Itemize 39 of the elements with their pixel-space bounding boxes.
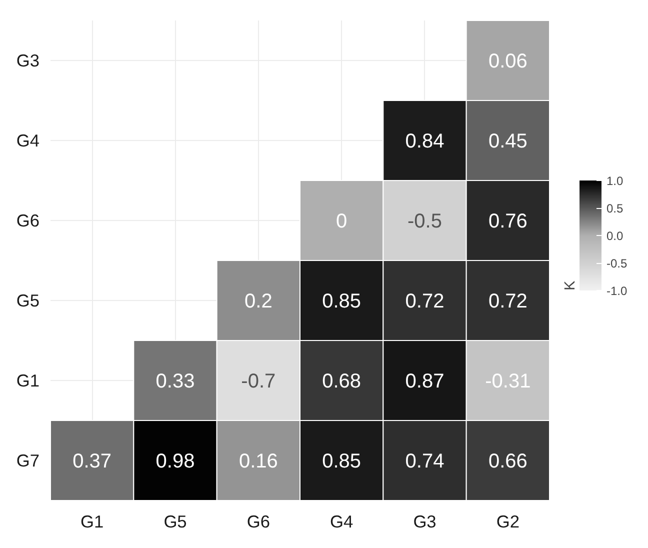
data-label: 0.45	[488, 130, 528, 152]
y-tick-label: G3	[16, 50, 40, 70]
color-bar-title: K	[562, 280, 578, 290]
data-label: 0.98	[156, 450, 195, 472]
data-label: -0.5	[408, 210, 442, 232]
data-label: 0.66	[488, 450, 528, 472]
y-tick-label: G1	[16, 370, 40, 390]
color-bar-label: 0.5	[606, 202, 624, 216]
y-tick-label: G5	[16, 290, 40, 310]
data-label: 0.74	[405, 450, 444, 472]
data-label: 0	[336, 210, 348, 232]
x-tick-label: G5	[164, 512, 187, 532]
data-label: 0.85	[322, 290, 362, 312]
color-bar-label: -0.5	[606, 256, 628, 270]
data-label: 0.06	[488, 50, 528, 72]
x-tick-label: G6	[246, 512, 270, 532]
y-tick-label: G6	[16, 210, 40, 230]
x-tick-label: G4	[330, 512, 354, 532]
data-label: -0.31	[485, 370, 531, 392]
y-tick-label: G7	[16, 450, 40, 470]
x-tick-label: G2	[496, 512, 520, 532]
color-bar-label: 0.0	[606, 229, 624, 243]
data-label: 0.68	[322, 370, 362, 392]
data-label: 0.72	[405, 290, 444, 312]
data-label: 0.85	[322, 450, 362, 472]
data-label: 0.72	[488, 290, 528, 312]
data-label: -0.7	[241, 370, 276, 392]
data-label: 0.33	[156, 370, 195, 392]
data-label: 0.2	[244, 290, 272, 312]
data-label: 0.37	[72, 450, 112, 472]
x-tick-label: G3	[413, 512, 436, 532]
data-label: 0.87	[405, 370, 444, 392]
color-bar-label: -1.0	[606, 284, 628, 298]
data-label: 0.76	[488, 210, 528, 232]
y-tick-label: G4	[16, 130, 40, 150]
data-label: 0.84	[405, 130, 444, 152]
x-tick-label: G1	[80, 512, 104, 532]
data-label: 0.16	[238, 450, 278, 472]
color-bar-label: 1.0	[606, 174, 624, 188]
